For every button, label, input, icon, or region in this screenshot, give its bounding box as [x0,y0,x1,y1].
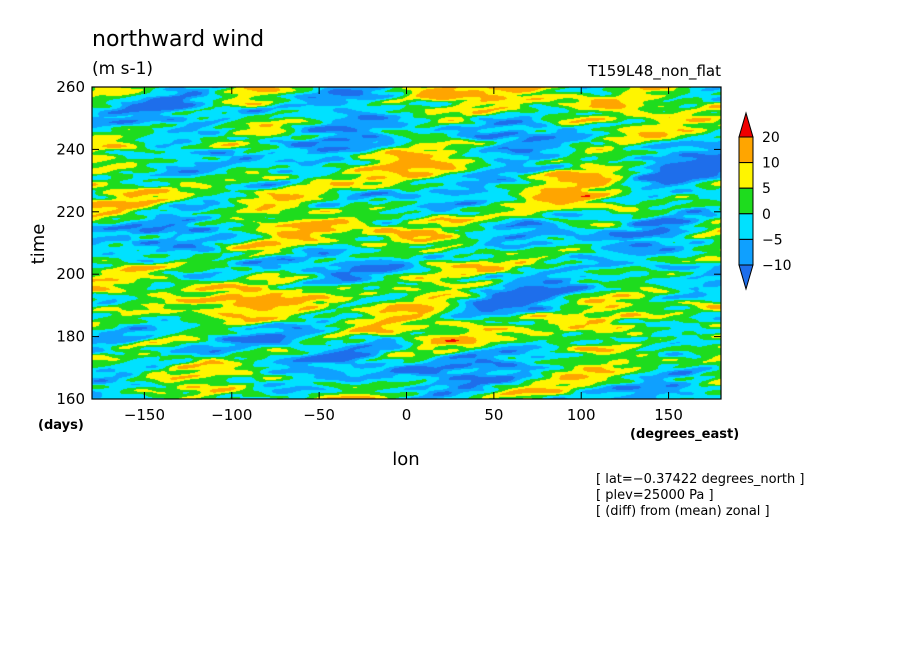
x-tick-label: 0 [402,406,412,424]
chart-units: (m s-1) [92,59,153,79]
colorbar-box [738,213,754,240]
colorbar: −10 −5 0 5 10 20 [738,111,792,291]
y-axis-label: time [28,224,49,265]
colorbar-label: −5 [762,232,783,248]
colorbar-label: 0 [762,207,771,223]
y-axis-ticks: 160 180 200 220 240 260 [56,78,721,408]
x-tick-label: 150 [654,406,683,424]
colorbar-extend-max [738,111,754,138]
x-axis-ticks: −150 −100 −50 0 50 100 150 [124,87,683,424]
x-tick-label: −50 [303,406,335,424]
chart-title: northward wind [92,27,264,52]
y-tick-label: 220 [56,203,85,221]
colorbar-box [738,187,754,215]
x-tick-label: 50 [484,406,503,424]
colorbar-box [738,162,754,189]
colorbar-extend-min [738,264,754,291]
colorbar-box [738,238,754,266]
annotation-latitude: [ lat=−0.37422 degrees_north ] [596,472,804,487]
x-tick-label: −100 [211,406,252,424]
annotation-zonal-diff: [ (diff) from (mean) zonal ] [596,504,770,519]
wind-heatmap [92,87,721,399]
x-axis-unit: (degrees_east) [630,427,739,442]
y-tick-label: 160 [56,390,85,408]
x-axis-label: lon [392,449,419,470]
y-axis-unit: (days) [38,418,84,433]
y-tick-label: 200 [56,265,85,283]
annotation-pressure-level: [ plev=25000 Pa ] [596,488,714,503]
colorbar-label: −10 [762,258,792,274]
run-label: T159L48_non_flat [587,62,721,81]
y-tick-label: 260 [56,78,85,96]
y-tick-label: 240 [56,140,85,158]
x-tick-label: 100 [567,406,596,424]
colorbar-label: 10 [762,156,780,172]
y-tick-label: 180 [56,328,85,346]
plot-area [91,86,722,400]
colorbar-box [738,136,754,164]
x-tick-label: −150 [124,406,165,424]
colorbar-label: 20 [762,130,780,146]
colorbar-label: 5 [762,181,771,197]
